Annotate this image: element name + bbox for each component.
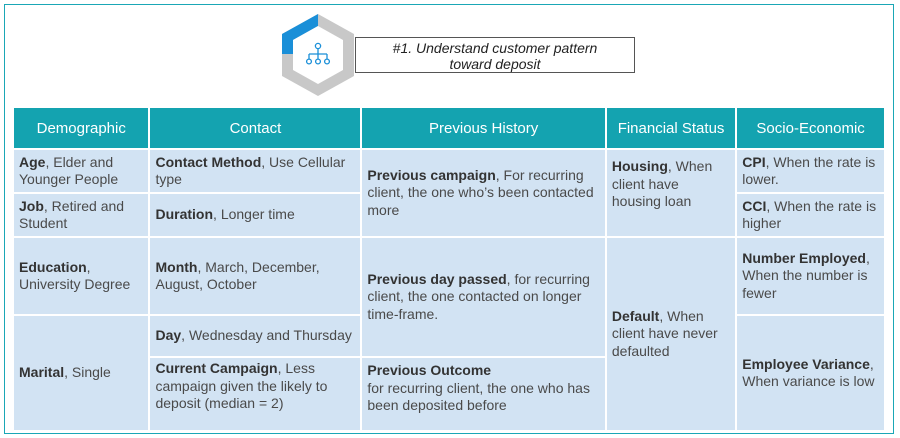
cell-job: Job, Retired and Student [14,194,149,236]
header-demographic: Demographic [14,108,149,148]
cell-contact-method: Contact Method, Use Cellular type [150,150,361,192]
section-title: #1. Understand customer pattern toward d… [355,37,635,73]
cell-month: Month, March, December, August, October [150,238,361,314]
section-title-line2: toward deposit [449,56,541,72]
cell-previous-day-passed: Previous day passed, for recurring clien… [362,238,605,356]
cell-housing: Housing, When client have housing loan [606,150,736,236]
header-financial-status: Financial Status [606,108,736,148]
table-row: Age, Elder and Younger People Contact Me… [14,150,884,236]
cell-default: Default, When client have never defaulte… [606,238,736,430]
cell-day: Day, Wednesday and Thursday [150,316,361,356]
table-row: Current Campaign, Less campaign given th… [14,358,884,430]
table-header-row: Demographic Contact Previous History Fin… [14,108,884,148]
cell-employee-variance: Employee Variance, When variance is low [737,316,884,430]
header-previous-history: Previous History [362,108,605,148]
customer-pattern-table: Demographic Contact Previous History Fin… [12,106,886,432]
table-row: Marital, Single Day, Wednesday and Thurs… [14,316,884,430]
cell-age: Age, Elder and Younger People [14,150,149,192]
cell-previous-campaign: Previous campaign, For recurring client,… [362,150,605,236]
hexagon-badge [282,14,354,96]
cell-previous-outcome: Previous Outcome for recurring client, th… [362,358,605,430]
cell-cpi: CPI, When the rate is lower. [737,150,884,192]
cell-marital: Marital, Single [14,316,149,430]
table-row: Education, University Degree Month, Marc… [14,238,884,430]
cell-education: Education, University Degree [14,238,149,314]
cell-number-employed: Number Employed, When the number is fewe… [737,238,884,314]
cell-duration: Duration, Longer time [150,194,361,236]
header-contact: Contact [150,108,361,148]
cell-cci: CCI, When the rate is higher [737,194,884,236]
header-socio-economic: Socio-Economic [737,108,884,148]
section-title-line1: #1. Understand customer pattern [392,40,598,56]
hierarchy-network-icon [305,42,331,65]
slide-frame [4,4,894,434]
cell-current-campaign: Current Campaign, Less campaign given th… [150,358,361,430]
table-row: Job, Retired and Student Duration, Longe… [14,194,884,236]
